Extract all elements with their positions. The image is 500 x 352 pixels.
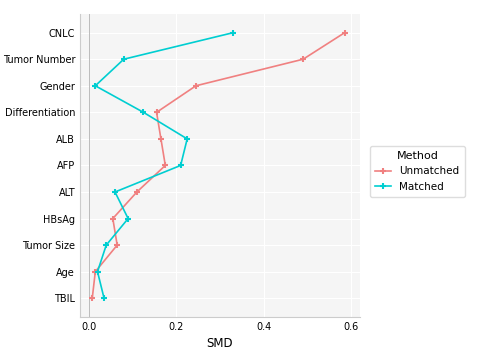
Legend: Unmatched, Matched: Unmatched, Matched xyxy=(370,146,464,197)
X-axis label: SMD: SMD xyxy=(206,337,234,350)
